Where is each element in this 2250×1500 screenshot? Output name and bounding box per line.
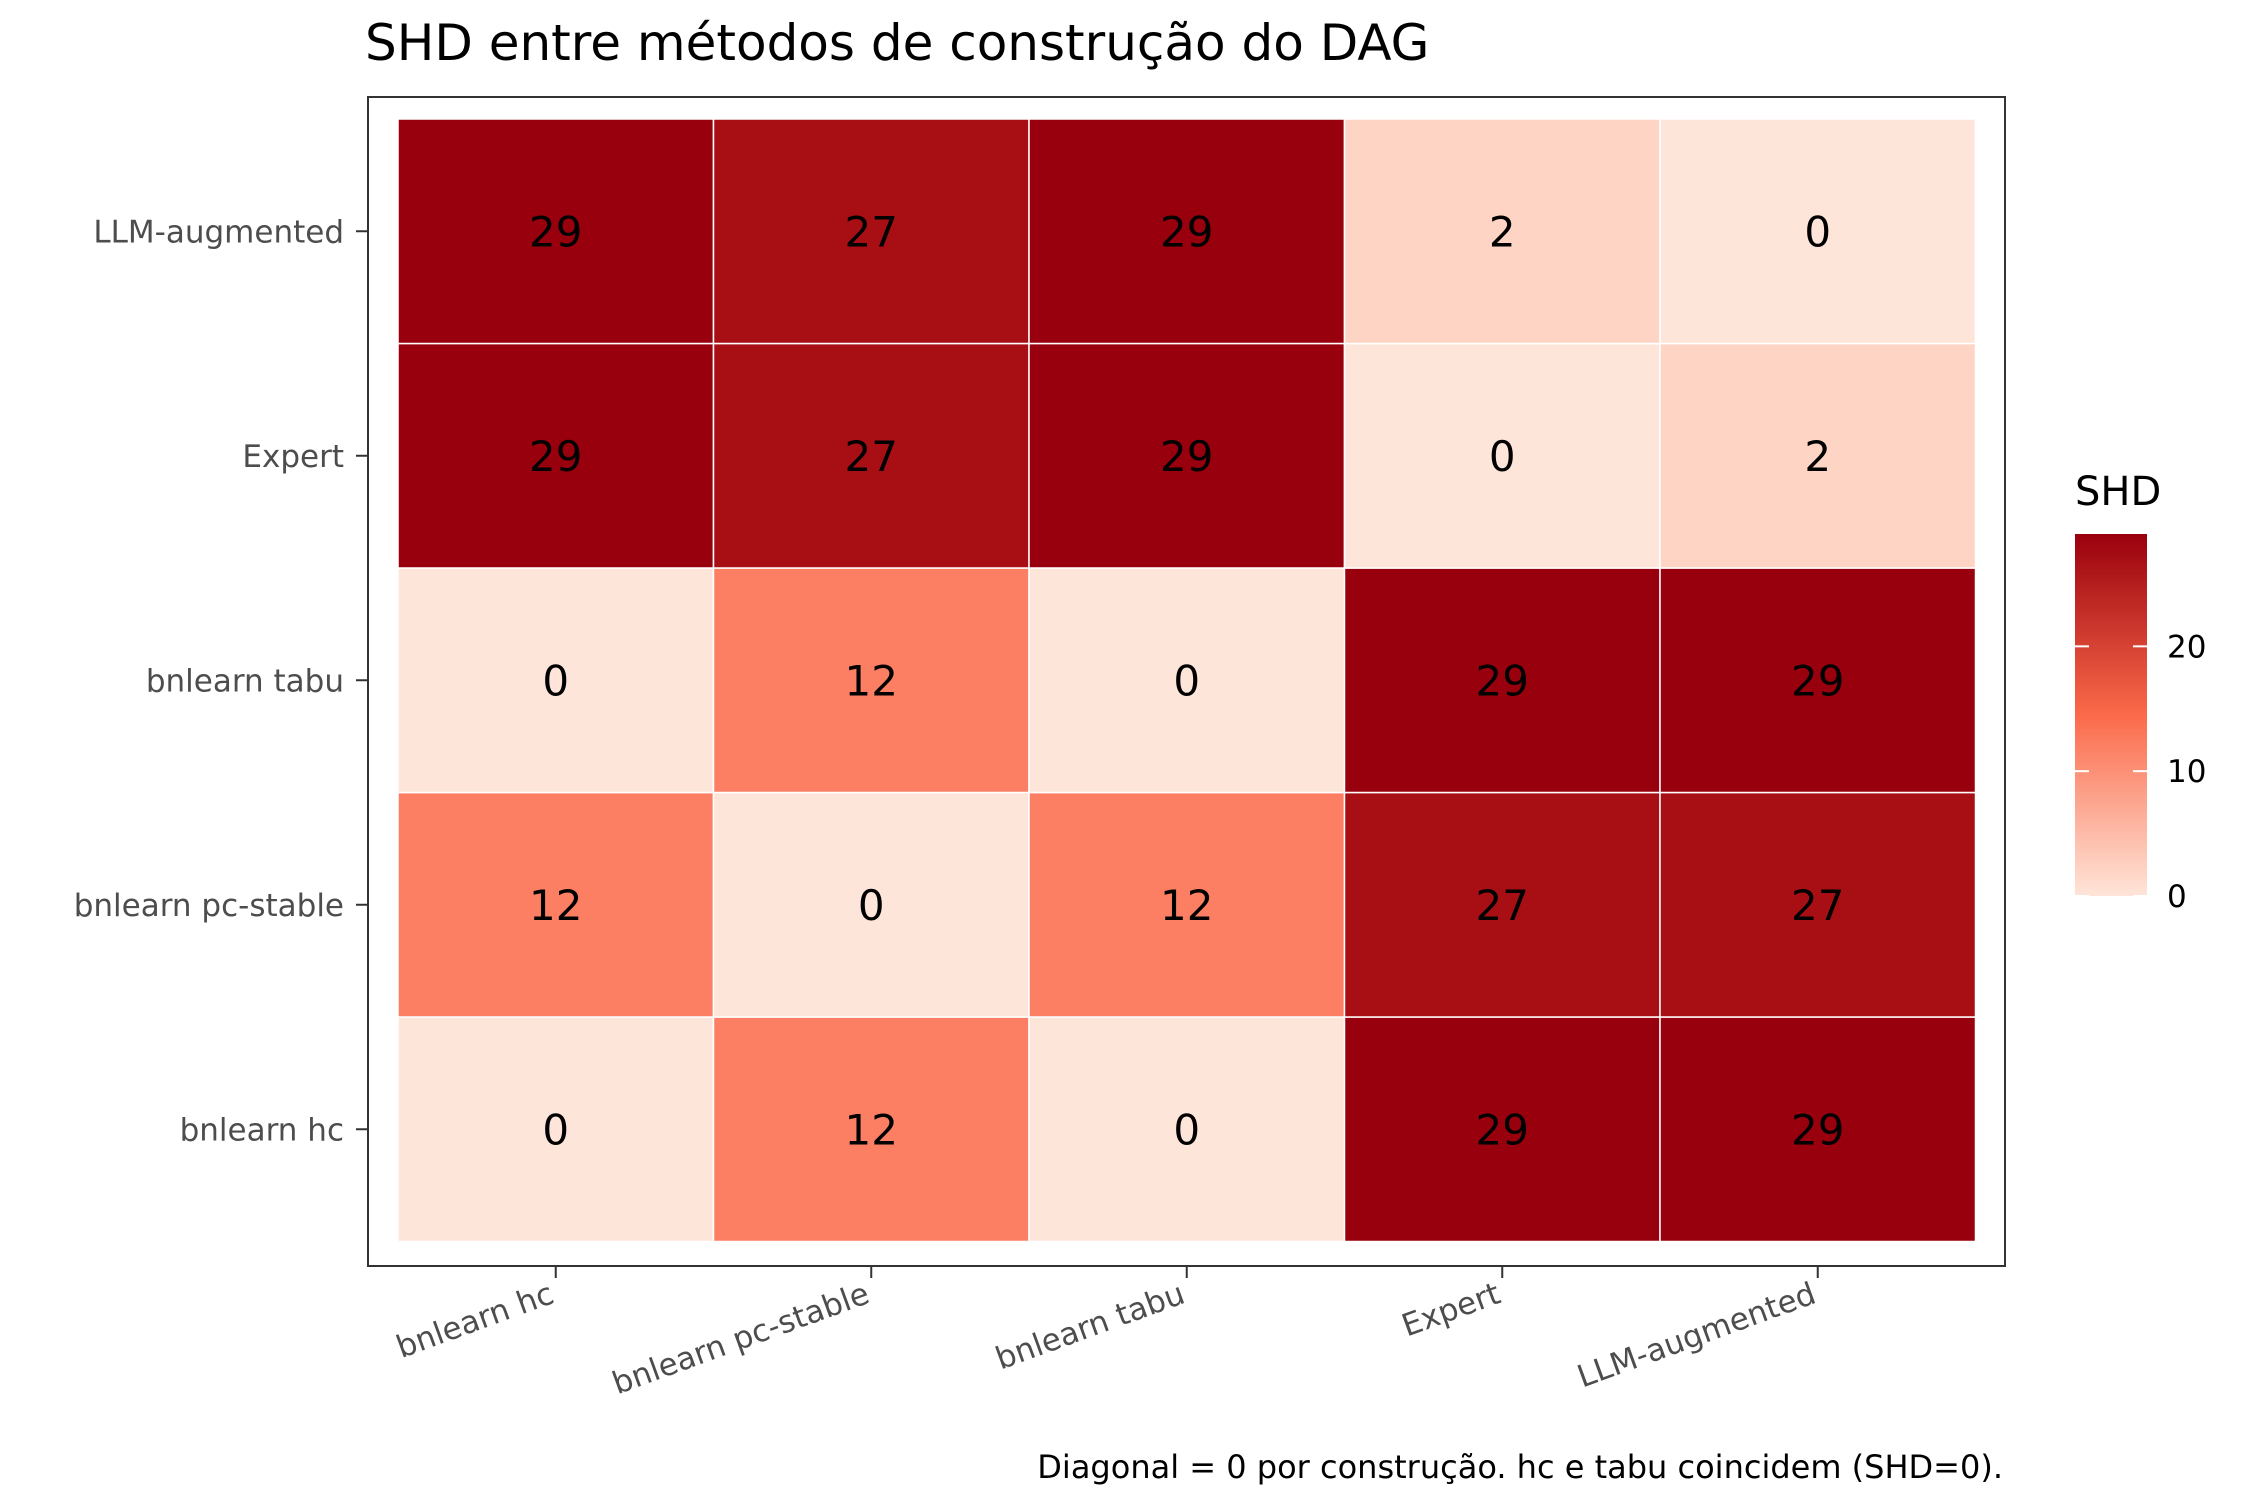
- legend-tick-label: 10: [2167, 754, 2206, 790]
- y-axis-tick-label: Expert: [242, 439, 344, 475]
- cell-value-label: 29: [1476, 656, 1529, 705]
- heatmap-cells: [397, 118, 1977, 1243]
- heatmap-cell: [712, 118, 1030, 345]
- cell-value-label: 29: [529, 207, 582, 256]
- legend-title: SHD: [2075, 469, 2161, 515]
- legend-ticks: 0 10 20: [2075, 629, 2206, 915]
- y-axis-tick-label: bnlearn pc-stable: [74, 888, 344, 924]
- heatmap-cell: [712, 567, 1030, 794]
- cell-value-label: 27: [845, 207, 898, 256]
- heatmap-cell: [397, 118, 715, 345]
- cell-value-label: 0: [858, 881, 885, 930]
- heatmap-cell: [1028, 567, 1346, 794]
- chart-caption: Diagonal = 0 por construção. hc e tabu c…: [1037, 1448, 2003, 1486]
- heatmap-cell: [1659, 1016, 1977, 1243]
- heatmap-cell: [1659, 118, 1977, 345]
- cell-value-label: 27: [1791, 881, 1844, 930]
- cell-value-labels: 0 12 0 29 29 12 0 12 27 27 0 12 0 29 29 29 27 29 0 2 29 27 29 2…: [529, 207, 1844, 1154]
- cell-value-label: 27: [1476, 881, 1529, 930]
- cell-value-label: 29: [1160, 432, 1213, 481]
- cell-value-label: 12: [529, 881, 582, 930]
- y-axis-tick-label: bnlearn hc: [180, 1112, 344, 1148]
- cell-value-label: 0: [542, 656, 569, 705]
- heatmap-cell: [712, 342, 1030, 569]
- cell-value-label: 12: [845, 1105, 898, 1154]
- cell-value-label: 12: [1160, 881, 1213, 930]
- y-axis-tick-label: bnlearn tabu: [146, 663, 344, 699]
- cell-value-label: 29: [1791, 656, 1844, 705]
- cell-value-label: 12: [845, 656, 898, 705]
- heatmap-cell: [1343, 342, 1661, 569]
- cell-value-label: 29: [1476, 1105, 1529, 1154]
- heatmap-cell: [397, 791, 715, 1018]
- cell-value-label: 27: [845, 432, 898, 481]
- legend-tick-label: 20: [2167, 629, 2206, 665]
- y-axis-tick-label: LLM-augmented: [93, 214, 344, 250]
- cell-value-label: 0: [1173, 1105, 1200, 1154]
- cell-value-label: 2: [1489, 207, 1516, 256]
- cell-value-label: 0: [542, 1105, 569, 1154]
- legend-colorbar: [2075, 534, 2147, 896]
- heatmap-cell: [1028, 1016, 1346, 1243]
- heatmap-cell: [1659, 567, 1977, 794]
- heatmap-cell: [397, 567, 715, 794]
- y-axis: bnlearn hc bnlearn pc-stable bnlearn tabu E…: [74, 214, 368, 1148]
- heatmap-cell: [1659, 791, 1977, 1018]
- heatmap-cell: [1028, 342, 1346, 569]
- heatmap-cell: [397, 342, 715, 569]
- heatmap-cell: [397, 1016, 715, 1243]
- heatmap-cell: [1343, 567, 1661, 794]
- cell-value-label: 29: [1791, 1105, 1844, 1154]
- cell-value-label: 2: [1804, 432, 1831, 481]
- cell-value-label: 0: [1489, 432, 1516, 481]
- heatmap-cell: [1343, 791, 1661, 1018]
- heatmap-cell: [712, 791, 1030, 1018]
- cell-value-label: 0: [1173, 656, 1200, 705]
- heatmap-cell: [1028, 118, 1346, 345]
- heatmap-cell: [1343, 118, 1661, 345]
- chart-title: SHD entre métodos de construção do DAG: [365, 14, 1429, 72]
- heatmap-cell: [1659, 342, 1977, 569]
- cell-value-label: 29: [1160, 207, 1213, 256]
- cell-value-label: 0: [1804, 207, 1831, 256]
- cell-value-label: 29: [529, 432, 582, 481]
- legend-tick-label: 0: [2167, 879, 2187, 915]
- heatmap-cell: [1343, 1016, 1661, 1243]
- heatmap-cell: [1028, 791, 1346, 1018]
- color-legend: SHD 0 10 20: [2075, 469, 2206, 915]
